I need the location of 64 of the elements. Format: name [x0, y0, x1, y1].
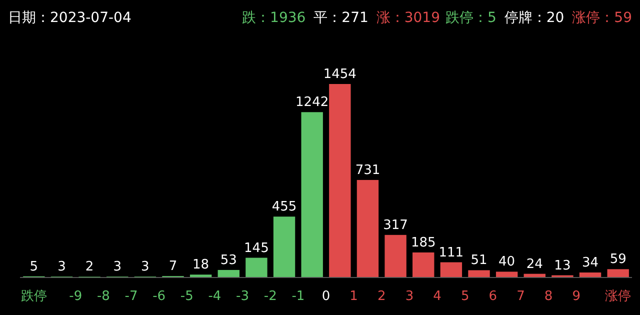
data-label: 24: [526, 256, 543, 272]
x-tick-label: -2: [264, 289, 277, 304]
data-label: 2: [85, 260, 94, 275]
x-tick-label: 5: [460, 289, 470, 304]
bar: [524, 274, 546, 277]
data-label: 3: [113, 260, 122, 275]
data-label: 51: [470, 253, 488, 268]
data-label: 145: [244, 240, 269, 256]
bar: [607, 269, 629, 277]
x-tick-label: 3: [405, 289, 414, 304]
bar: [440, 262, 462, 277]
x-tick-label: 6: [488, 289, 498, 304]
bar: [301, 112, 323, 277]
x-tick-label: 0: [322, 289, 330, 304]
x-tick-label: 9: [572, 289, 581, 304]
data-label: 34: [582, 255, 599, 270]
x-tick-label: 7: [516, 289, 525, 304]
x-tick-label: -8: [96, 289, 110, 304]
text: 涨：3019: [376, 10, 440, 26]
x-tick-label: 涨停: [605, 289, 632, 304]
chart-title: 日期：2023-07-04: [8, 10, 132, 26]
text: 跌停：5: [445, 10, 496, 26]
data-label: 731: [355, 162, 380, 178]
bar: [246, 258, 268, 277]
data-label: 53: [220, 252, 237, 268]
x-tick-label: -4: [208, 289, 222, 304]
bar: [579, 272, 602, 277]
x-tick-label: 1: [350, 289, 358, 304]
x-tick-label: -6: [152, 289, 166, 304]
bar: [412, 252, 434, 277]
text: 涨停：59: [572, 10, 632, 26]
x-tick-label: 跌停: [20, 289, 47, 304]
text: 平：271: [314, 10, 368, 26]
text: 停牌：20: [504, 10, 564, 26]
data-label: 13: [554, 258, 571, 274]
bar: [329, 84, 351, 277]
bar: [273, 216, 296, 277]
x-tick-label: 4: [433, 289, 442, 304]
bar: [218, 270, 240, 277]
bar: [468, 270, 490, 277]
data-label: 3: [141, 260, 150, 275]
text: 跌：1936: [242, 10, 306, 26]
data-label: 40: [498, 254, 516, 270]
data-label: 7: [168, 259, 178, 274]
data-label: 455: [272, 200, 297, 215]
x-tick-label: -9: [69, 289, 82, 304]
data-label: 111: [438, 245, 464, 260]
data-label: 5: [30, 259, 38, 274]
x-tick-label: 8: [544, 289, 553, 304]
x-tick-label: -3: [236, 289, 250, 304]
bar: [356, 180, 379, 277]
data-label: 1242: [296, 95, 329, 110]
data-label: 59: [610, 252, 626, 268]
x-tick-label: 2: [377, 289, 386, 304]
data-label: 1454: [323, 67, 356, 82]
data-label: 3: [58, 260, 66, 275]
data-label: 317: [383, 218, 408, 233]
data-label: 18: [192, 258, 210, 273]
bar: [384, 234, 406, 277]
data-label: 185: [410, 235, 436, 250]
x-tick-label: -5: [180, 289, 194, 304]
x-tick-label: -7: [124, 289, 138, 304]
x-tick-label: -1: [292, 289, 305, 304]
bar: [496, 272, 518, 277]
